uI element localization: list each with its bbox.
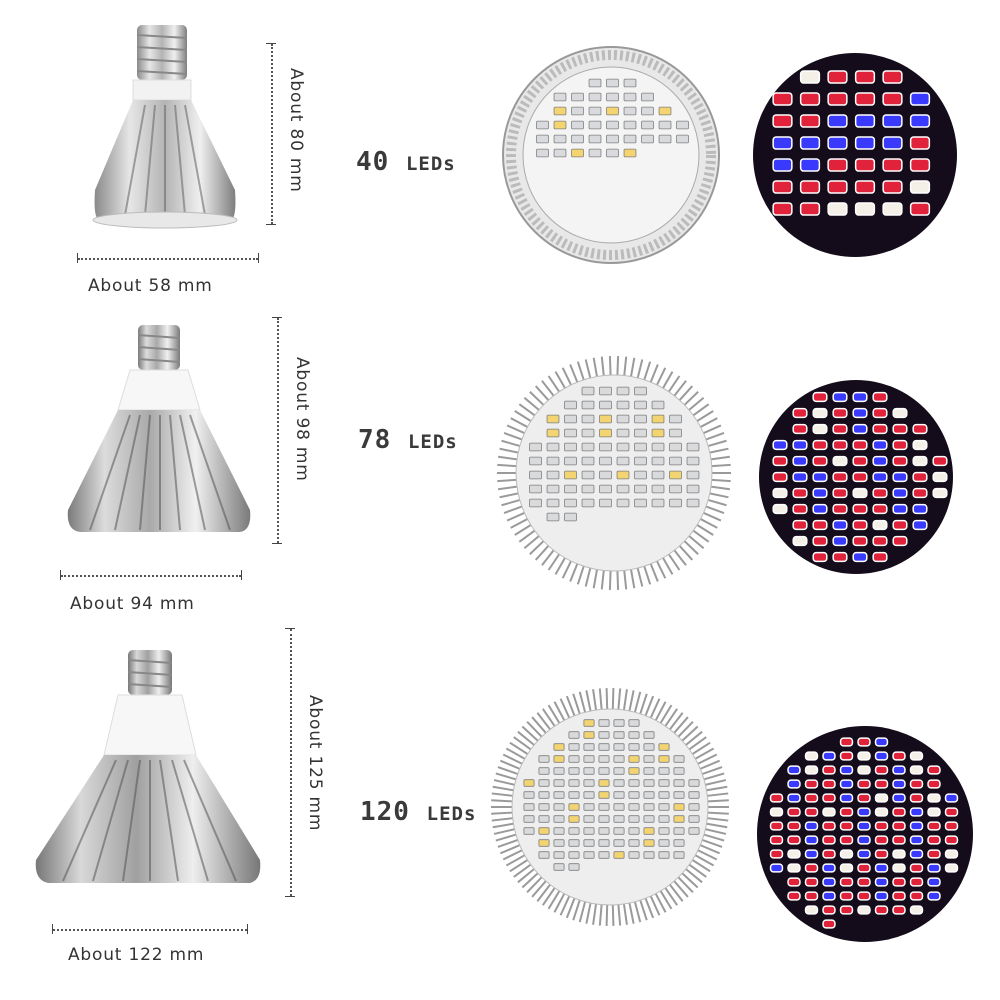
height-tick-bottom [285,896,295,897]
width-tick-right [241,570,242,580]
width-tick-left [60,570,61,580]
bulb-40-image [92,25,238,229]
product-row-40: About 80 mm About 58 mm 40 LEDs [0,0,1000,310]
led-count-label: 120 LEDs [360,797,476,827]
led-count: 78 [358,425,392,455]
led-count-label: 78 LEDs [358,425,458,455]
height-tick-top [266,43,276,44]
width-dimension-line [78,258,258,260]
width-tick-left [52,924,53,934]
led-board-lit-120 [757,726,973,942]
product-row-120: About 125 mm About 122 mm 120 LEDs [0,625,1000,1000]
bulb-78-image [67,325,251,532]
product-row-78: About 98 mm About 94 mm 78 LEDs [0,315,1000,625]
led-unit: LEDs [426,803,477,825]
height-tick-top [272,317,282,318]
led-count: 120 [360,797,410,827]
height-tick-bottom [266,224,276,225]
height-dimension-line [271,44,273,224]
width-label: About 122 mm [68,945,205,965]
led-unit: LEDs [407,431,458,453]
height-dimension-line [290,629,292,896]
led-board-lit-78 [759,380,953,574]
led-count-label: 40 LEDs [356,147,456,177]
bulb-120-image [35,650,261,883]
led-unit: LEDs [405,153,456,175]
height-tick-top [285,628,295,629]
led-board-lit-40 [753,53,957,257]
height-dimension-line [277,318,279,543]
height-tick-bottom [272,543,282,544]
width-dimension-line [53,929,247,931]
width-dimension-line [61,575,241,577]
led-count: 40 [356,147,390,177]
width-tick-right [258,253,259,263]
height-label: About 125 mm [305,695,325,832]
led-board-off-78 [497,356,731,590]
height-label: About 80 mm [286,68,306,193]
width-tick-right [247,924,248,934]
width-label: About 58 mm [88,276,213,296]
led-board-off-40 [502,46,720,264]
width-label: About 94 mm [70,594,195,614]
height-label: About 98 mm [292,357,312,482]
led-board-off-120 [491,688,729,926]
width-tick-left [77,253,78,263]
